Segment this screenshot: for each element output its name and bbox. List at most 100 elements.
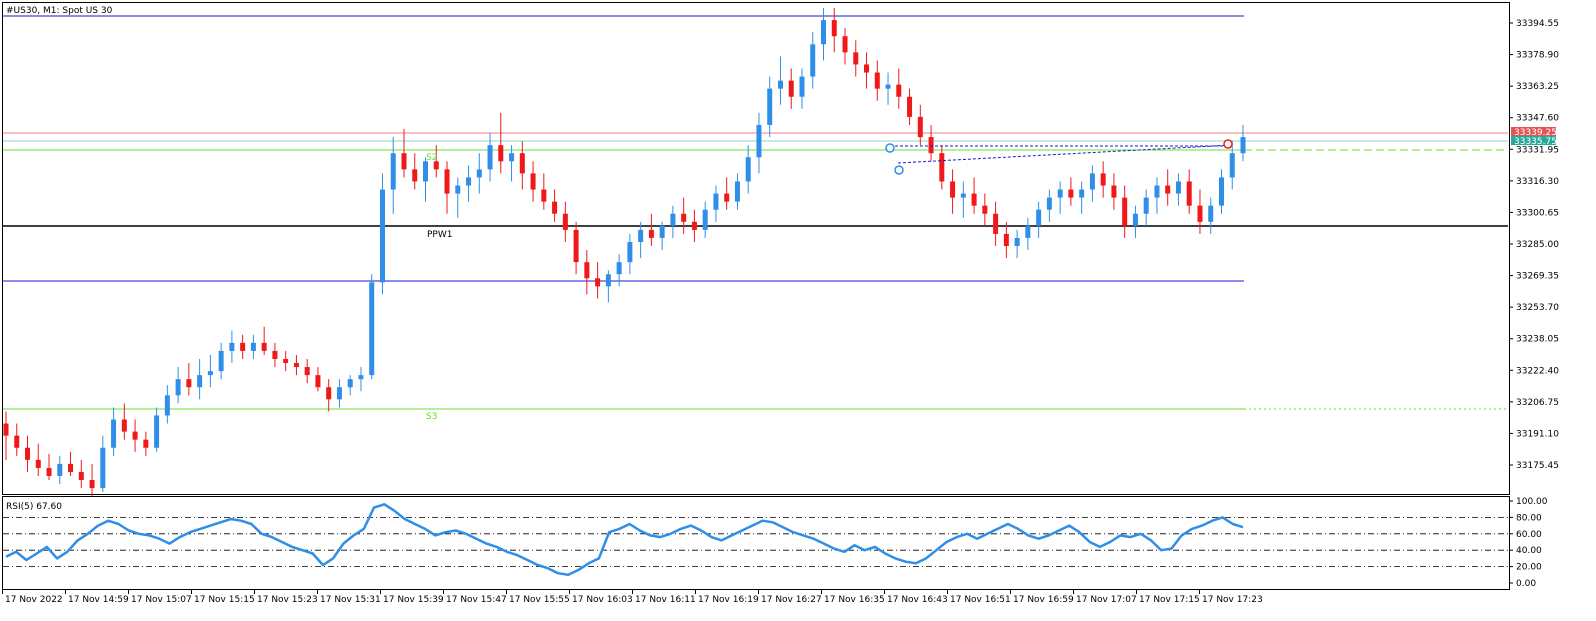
candle-body — [121, 419, 127, 432]
candle-body — [293, 363, 299, 368]
candle-body — [756, 124, 762, 158]
time-tick-label: 17 Nov 15:39 — [383, 595, 444, 605]
time-tick-label: 17 Nov 15:23 — [257, 595, 318, 605]
candle-body — [46, 467, 52, 476]
candle-body — [3, 423, 9, 436]
candle-body — [562, 213, 568, 230]
time-tick-label: 17 Nov 17:15 — [1139, 595, 1200, 605]
candle-body — [627, 241, 633, 263]
candle-body — [681, 213, 687, 222]
candle-body — [1197, 205, 1203, 222]
rsi-tick-label: 100.00 — [1516, 497, 1548, 507]
candle-body — [509, 153, 515, 162]
candle-body — [971, 193, 977, 206]
sell-marker — [1223, 139, 1233, 149]
candle-body — [1100, 173, 1106, 186]
candle-body — [143, 439, 149, 448]
candle-body — [928, 137, 934, 154]
candle-body — [734, 181, 740, 202]
candle-body — [767, 88, 773, 125]
candle-body — [444, 169, 450, 194]
candle-body — [1165, 185, 1171, 194]
candle-body — [799, 76, 805, 97]
time-tick-label: 17 Nov 2022 — [5, 595, 63, 605]
candle-body — [777, 80, 783, 89]
candle-body — [1175, 181, 1181, 194]
candle-body — [390, 153, 396, 190]
candle-body — [455, 185, 461, 194]
candle-body — [519, 153, 525, 174]
candle-body — [1014, 237, 1020, 247]
price-tick-label: 33300.65 — [1516, 208, 1559, 218]
candle-body — [347, 379, 353, 388]
s3-label: S3 — [426, 412, 437, 422]
candle-body — [379, 189, 385, 283]
candle-body — [207, 371, 213, 376]
candle-body — [1143, 197, 1149, 214]
candle-body — [369, 282, 375, 376]
candle-body — [401, 153, 407, 170]
time-tick-label: 17 Nov 17:07 — [1076, 595, 1137, 605]
candle-body — [993, 213, 999, 234]
candle-body — [1079, 189, 1085, 198]
candle-body — [885, 84, 891, 89]
price-tick-label: 33206.75 — [1516, 398, 1559, 408]
candle-body — [745, 157, 751, 182]
candle-body — [14, 435, 20, 448]
time-tick-label: 17 Nov 15:47 — [446, 595, 507, 605]
time-tick-label: 17 Nov 16:27 — [761, 595, 822, 605]
candle-body — [423, 161, 429, 182]
candle-body — [175, 379, 181, 396]
candle-body — [1057, 189, 1063, 198]
buy-marker — [894, 165, 904, 175]
candle-body — [1122, 197, 1128, 226]
candle-body — [1003, 233, 1009, 247]
price-tick-label: 33316.30 — [1516, 177, 1559, 187]
candle-body — [648, 229, 654, 238]
candle-body — [78, 471, 84, 481]
price-tick-label: 33378.90 — [1516, 51, 1559, 61]
candle-body — [864, 64, 870, 73]
candle-body — [1036, 209, 1042, 226]
candle-body — [810, 44, 816, 77]
candle-body — [272, 350, 278, 359]
candle-body — [412, 169, 418, 182]
rsi-pane: 100.00 80.00 60.00 40.00 20.00 0.00 — [3, 497, 1548, 589]
candle-body — [541, 189, 547, 202]
time-tick-label: 17 Nov 16:43 — [887, 595, 948, 605]
price-tick-label: 33175.45 — [1516, 461, 1559, 471]
time-axis: 17 Nov 2022 17 Nov 14:59 17 Nov 15:07 17 No… — [2, 590, 1263, 605]
candle-body — [659, 225, 665, 238]
time-tick-label: 17 Nov 15:31 — [320, 595, 381, 605]
candle-body — [960, 193, 966, 198]
candle-body — [939, 153, 945, 182]
candle-body — [358, 375, 364, 380]
candle-body — [907, 96, 913, 117]
rsi-tick-label: 80.00 — [1516, 513, 1542, 523]
time-tick-label: 17 Nov 16:59 — [1013, 595, 1074, 605]
candle-body — [788, 80, 794, 97]
candle-body — [283, 358, 289, 364]
candle-body — [670, 213, 676, 226]
candle-body — [1218, 177, 1224, 206]
candle-body — [1229, 153, 1235, 178]
candle-body — [842, 36, 848, 53]
candle-body — [1089, 173, 1095, 190]
candle-body — [724, 193, 730, 202]
candle-body — [605, 274, 611, 287]
candle-body — [89, 480, 95, 489]
rsi-tick-label: 60.00 — [1516, 530, 1542, 540]
candles-layer — [3, 7, 1246, 497]
candle-body — [326, 387, 332, 400]
main-pane-frame — [2, 2, 1510, 495]
candle-body — [68, 463, 74, 472]
trade-line — [897, 144, 1233, 164]
candle-body — [132, 431, 138, 440]
price-tick-label: 33238.05 — [1516, 335, 1559, 345]
candle-body — [638, 229, 644, 242]
candle-body — [336, 387, 342, 400]
candle-body — [315, 375, 321, 388]
time-tick-label: 17 Nov 14:59 — [68, 595, 129, 605]
